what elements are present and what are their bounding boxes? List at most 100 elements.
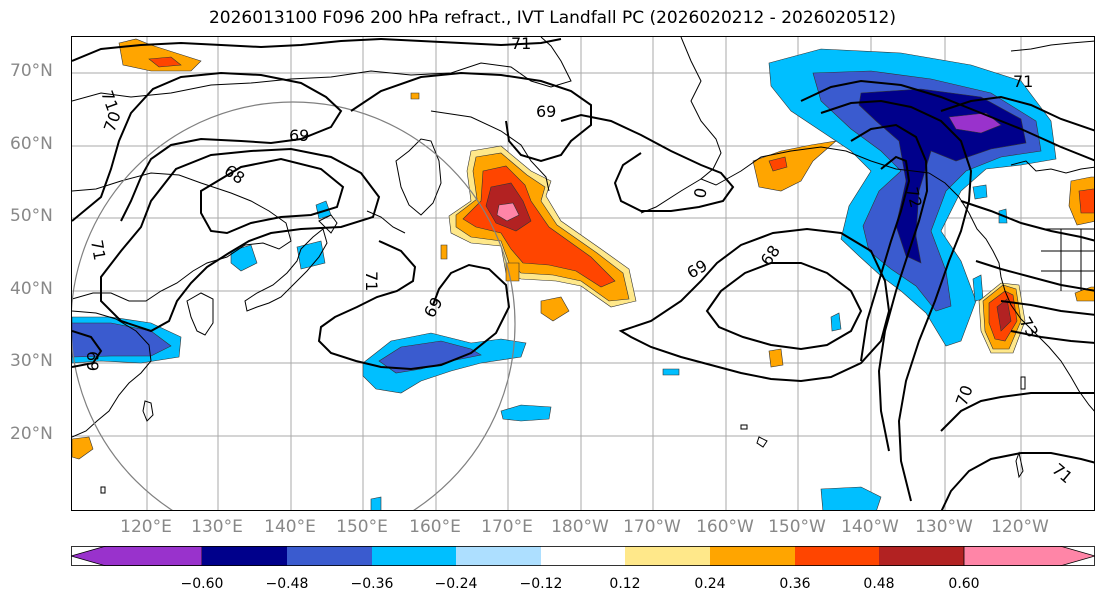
shade-cyan-small-2 [820,486,882,510]
colorbar-tick: 0.24 [694,576,726,592]
lon-label-160w: 160°W [696,517,754,537]
contour-69-west [100,147,381,333]
shade-orange-small-4 [440,244,448,260]
contour-east-1 [940,95,1094,132]
coastlines [72,37,1094,494]
contour-label: 69 [684,256,711,283]
shade-redorange-east-edge-1 [1078,188,1094,214]
shade-pink-central-pacific [496,202,520,222]
contour-68-southcenter [705,262,863,351]
contour-69-center [560,113,735,212]
lon-label-150e: 150°E [336,517,388,537]
colorbar-tick: 0.48 [863,576,895,592]
contour-label: 69 [289,126,309,145]
contour-label: 69 [536,102,556,121]
lon-label-140w: 140°W [841,517,899,537]
lat-label-60n: 60°N [10,134,53,154]
lon-label-120w: 120°W [991,517,1049,537]
contour-label: 68 [757,242,784,270]
colorbar-swatch [202,546,287,566]
colorbar-swatch [625,546,710,566]
contour-71-northwest [72,37,562,62]
colorbar [71,546,1095,566]
shade-orange-small-1 [540,296,570,322]
shade-orange-northwest [118,38,202,72]
colorbar-tick: 0.60 [948,576,980,592]
shade-orange-small-2 [768,348,784,368]
colorbar-tick: −0.12 [519,576,563,592]
lon-label-150w: 150°W [768,517,826,537]
contour-label: 70 [100,109,125,135]
contour-label: 72 [902,185,926,210]
contour-69-arc [317,240,511,371]
lat-label-50n: 50°N [10,206,53,226]
map-canvas: 71 70 69 68 71 71 69 69 69 0 69 68 71 72… [72,37,1094,510]
shade-orange-small-5 [505,262,520,282]
colorbar-swatch [710,546,795,566]
shade-redorange-northwest [148,56,182,68]
contour-label: 71 [97,88,122,114]
shade-cyan-small-5 [296,240,326,270]
contour-71-west-small [72,330,103,368]
lat-label-20n: 20°N [10,424,53,444]
colorbar-tick: −0.48 [265,576,309,592]
colorbar-extend-low [71,546,203,566]
shade-cyan-small-10 [972,274,984,302]
map-panel: 71 70 69 68 71 71 69 69 69 0 69 68 71 72… [71,36,1095,511]
lon-label-170e: 170°E [481,517,533,537]
shade-cyan-small-1 [500,404,552,422]
contour-gulf-3 [850,123,929,452]
colorbar-tick: 0.36 [779,576,811,592]
colorbar-swatch [541,546,625,566]
colorbar-outline [71,546,1095,566]
colorbar-swatch [879,546,964,566]
shade-cyan-small-11 [370,496,382,510]
lon-label-140e: 140°E [264,517,316,537]
colorbar-tick: −0.60 [180,576,224,592]
contour-east-4 [1000,300,1094,316]
shade-navy-gulf-alaska [858,88,1027,264]
shade-redorange-alaska [768,156,788,172]
lat-label-30n: 30°N [10,351,53,371]
contour-label: 71 [1048,460,1076,488]
contour-label: 71 [87,238,109,261]
colorbar-extend-high [963,546,1095,566]
colorbar-swatch [456,546,541,566]
map-title: 2026013100 F096 200 hPa refract., IVT La… [208,8,896,28]
contour-gulf-4 [860,155,911,362]
colorbar-tick: −0.24 [434,576,478,592]
contour-label: 71 [1013,72,1033,91]
colorbar-tick: 0.12 [609,576,641,592]
contour-gulf-2 [820,99,973,502]
contour-71-southeast [940,452,1094,510]
shade-cyan-small-9 [830,312,842,332]
contour-70-arc-upper [350,71,592,163]
lat-label-40n: 40°N [10,279,53,299]
contour-east-5 [1010,330,1094,344]
shade-blue-subtropical [378,340,482,374]
lat-label-70n: 70°N [10,61,53,81]
lon-label-130e: 130°E [191,517,243,537]
colorbar-swatch [372,546,456,566]
lon-label-180w: 180°W [551,517,609,537]
lon-label-130w: 130°W [915,517,973,537]
colorbar-swatch [287,546,372,566]
shade-blue-west [72,322,172,358]
contour-70-west [72,71,343,222]
contour-label: 0 [690,186,710,199]
contour-label: 71 [511,37,531,53]
contour-label: 71 [362,271,381,291]
shade-orange-small-6 [410,92,420,100]
contour-label: 69 [83,351,102,371]
contour-east-3 [975,260,1094,292]
lon-label-120e: 120°E [120,517,172,537]
contour-gulf-1 [800,79,1094,162]
colorbar-swatch [795,546,879,566]
contour-69-southcenter [618,227,891,383]
refractivity-contours [72,37,1094,510]
contour-label: 69 [420,294,447,321]
shade-purple-gulf-alaska [948,112,1002,134]
contour-label: 68 [221,161,249,188]
colorbar-tick: −0.36 [350,576,394,592]
lon-label-160e: 160°E [409,517,461,537]
